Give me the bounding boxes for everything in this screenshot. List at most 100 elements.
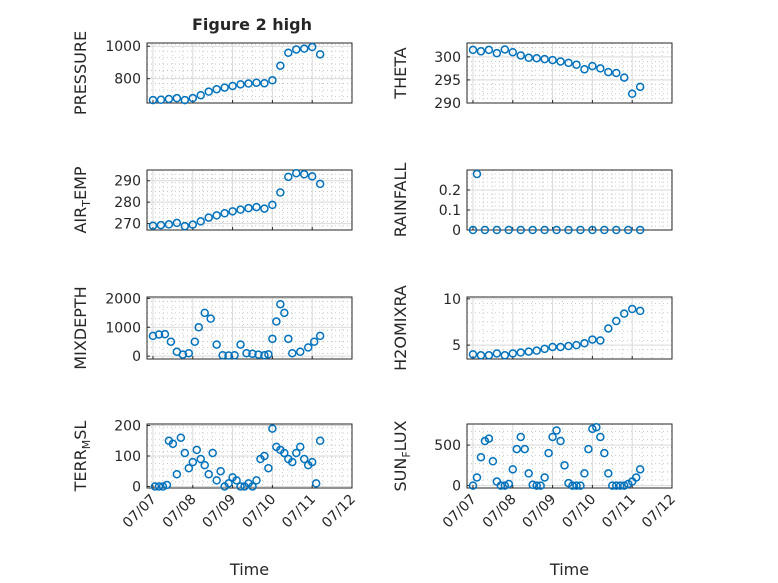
data-point: [484, 351, 494, 360]
data-point: [162, 480, 172, 490]
data-point: [299, 44, 309, 53]
data-point: [540, 225, 549, 235]
data-point: [260, 78, 269, 88]
data-point: [315, 179, 325, 189]
data-point: [315, 436, 325, 446]
x-tick-label: 07/07: [120, 492, 160, 532]
x-tick-label: 07/12: [639, 492, 679, 532]
data-point: [592, 422, 601, 432]
data-point: [540, 54, 549, 64]
data-point: [248, 482, 257, 491]
data-point: [154, 482, 164, 491]
data-point: [268, 200, 277, 210]
data-point: [236, 482, 245, 491]
data-point: [472, 473, 482, 482]
subplot-4: 0 0.1 0.2 RAINFALL: [391, 163, 673, 239]
data-point: [492, 48, 502, 58]
data-point: [616, 481, 625, 490]
data-point: [580, 469, 589, 478]
data-point: [296, 347, 305, 357]
x-tick-label: 07/11: [599, 492, 639, 532]
data-point: [596, 64, 605, 73]
subplot-1: 800 1000 PRESSURE: [71, 31, 353, 115]
data-point: [476, 452, 486, 462]
data-point: [619, 309, 629, 318]
data-point: [635, 82, 645, 92]
y-tick-label: 2000: [105, 291, 141, 307]
data-point: [468, 45, 478, 55]
data-point: [280, 448, 289, 458]
data-point: [268, 424, 277, 433]
subplot-7: 0 100 200 07/07 07/08 07/09 07/10 07/11 07/12 Tim…: [71, 419, 359, 579]
data-point: [619, 481, 629, 490]
data-point: [572, 60, 581, 69]
x-axis-label: Time: [549, 560, 589, 579]
y-tick-label: 0.2: [439, 183, 461, 199]
data-point: [307, 42, 317, 52]
data-point: [492, 349, 502, 358]
data-point: [204, 470, 213, 479]
data-point: [548, 342, 557, 352]
data-point: [156, 220, 166, 230]
data-point: [272, 317, 281, 326]
data-point: [154, 330, 164, 339]
data-point: [180, 221, 190, 231]
data-point: [604, 324, 613, 333]
y-tick-label: 0: [132, 479, 141, 495]
data-point: [166, 337, 176, 346]
data-point: [307, 172, 317, 181]
subplot-2: 290 295 300 THETA: [391, 42, 673, 112]
data-point: [236, 340, 245, 349]
data-point: [212, 84, 221, 94]
x-tick-label: 07/10: [559, 492, 599, 532]
axes-frame: [146, 42, 353, 104]
y-axis-label: MIXDEPTH: [71, 286, 90, 369]
data-point: [303, 343, 313, 352]
data-point: [612, 68, 621, 78]
data-point: [536, 481, 545, 490]
data-point: [572, 481, 581, 490]
data-point: [192, 445, 202, 455]
data-point: [178, 350, 188, 359]
data-point: [516, 432, 525, 442]
data-point: [260, 451, 269, 461]
data-point: [254, 350, 263, 359]
data-point: [244, 79, 253, 88]
data-point: [168, 439, 178, 449]
y-axis-label: TERRMSL: [71, 421, 93, 493]
data-point: [164, 94, 174, 104]
axes-frame: [146, 296, 353, 360]
data-point: [548, 55, 557, 65]
data-point: [560, 461, 569, 470]
data-point: [484, 434, 494, 443]
data-point: [248, 349, 257, 359]
data-point: [556, 436, 565, 446]
data-point: [556, 342, 565, 352]
data-point: [631, 473, 641, 482]
data-point: [216, 466, 225, 476]
data-point: [307, 457, 317, 467]
data-point: [206, 314, 215, 323]
y-tick-label: 10: [443, 292, 461, 308]
data-point: [516, 225, 525, 235]
data-point: [496, 481, 506, 490]
data-point: [264, 350, 273, 359]
data-point: [584, 444, 593, 454]
data-point: [528, 225, 537, 235]
data-point: [252, 78, 261, 87]
data-point: [208, 448, 217, 458]
data-point: [184, 348, 194, 358]
data-point: [260, 204, 269, 213]
y-tick-label: 280: [114, 195, 141, 211]
data-point: [212, 476, 221, 485]
x-tick-label: 07/10: [239, 492, 279, 532]
data-point: [516, 51, 525, 60]
data-point: [148, 331, 158, 341]
subplot-6: 5 10 H2OMIXRA: [391, 285, 673, 371]
data-point: [608, 481, 617, 490]
data-point: [588, 424, 597, 434]
data-point: [619, 73, 629, 82]
x-tick-label: 07/09: [200, 492, 240, 532]
data-point: [188, 220, 198, 229]
data-point: [288, 348, 297, 358]
